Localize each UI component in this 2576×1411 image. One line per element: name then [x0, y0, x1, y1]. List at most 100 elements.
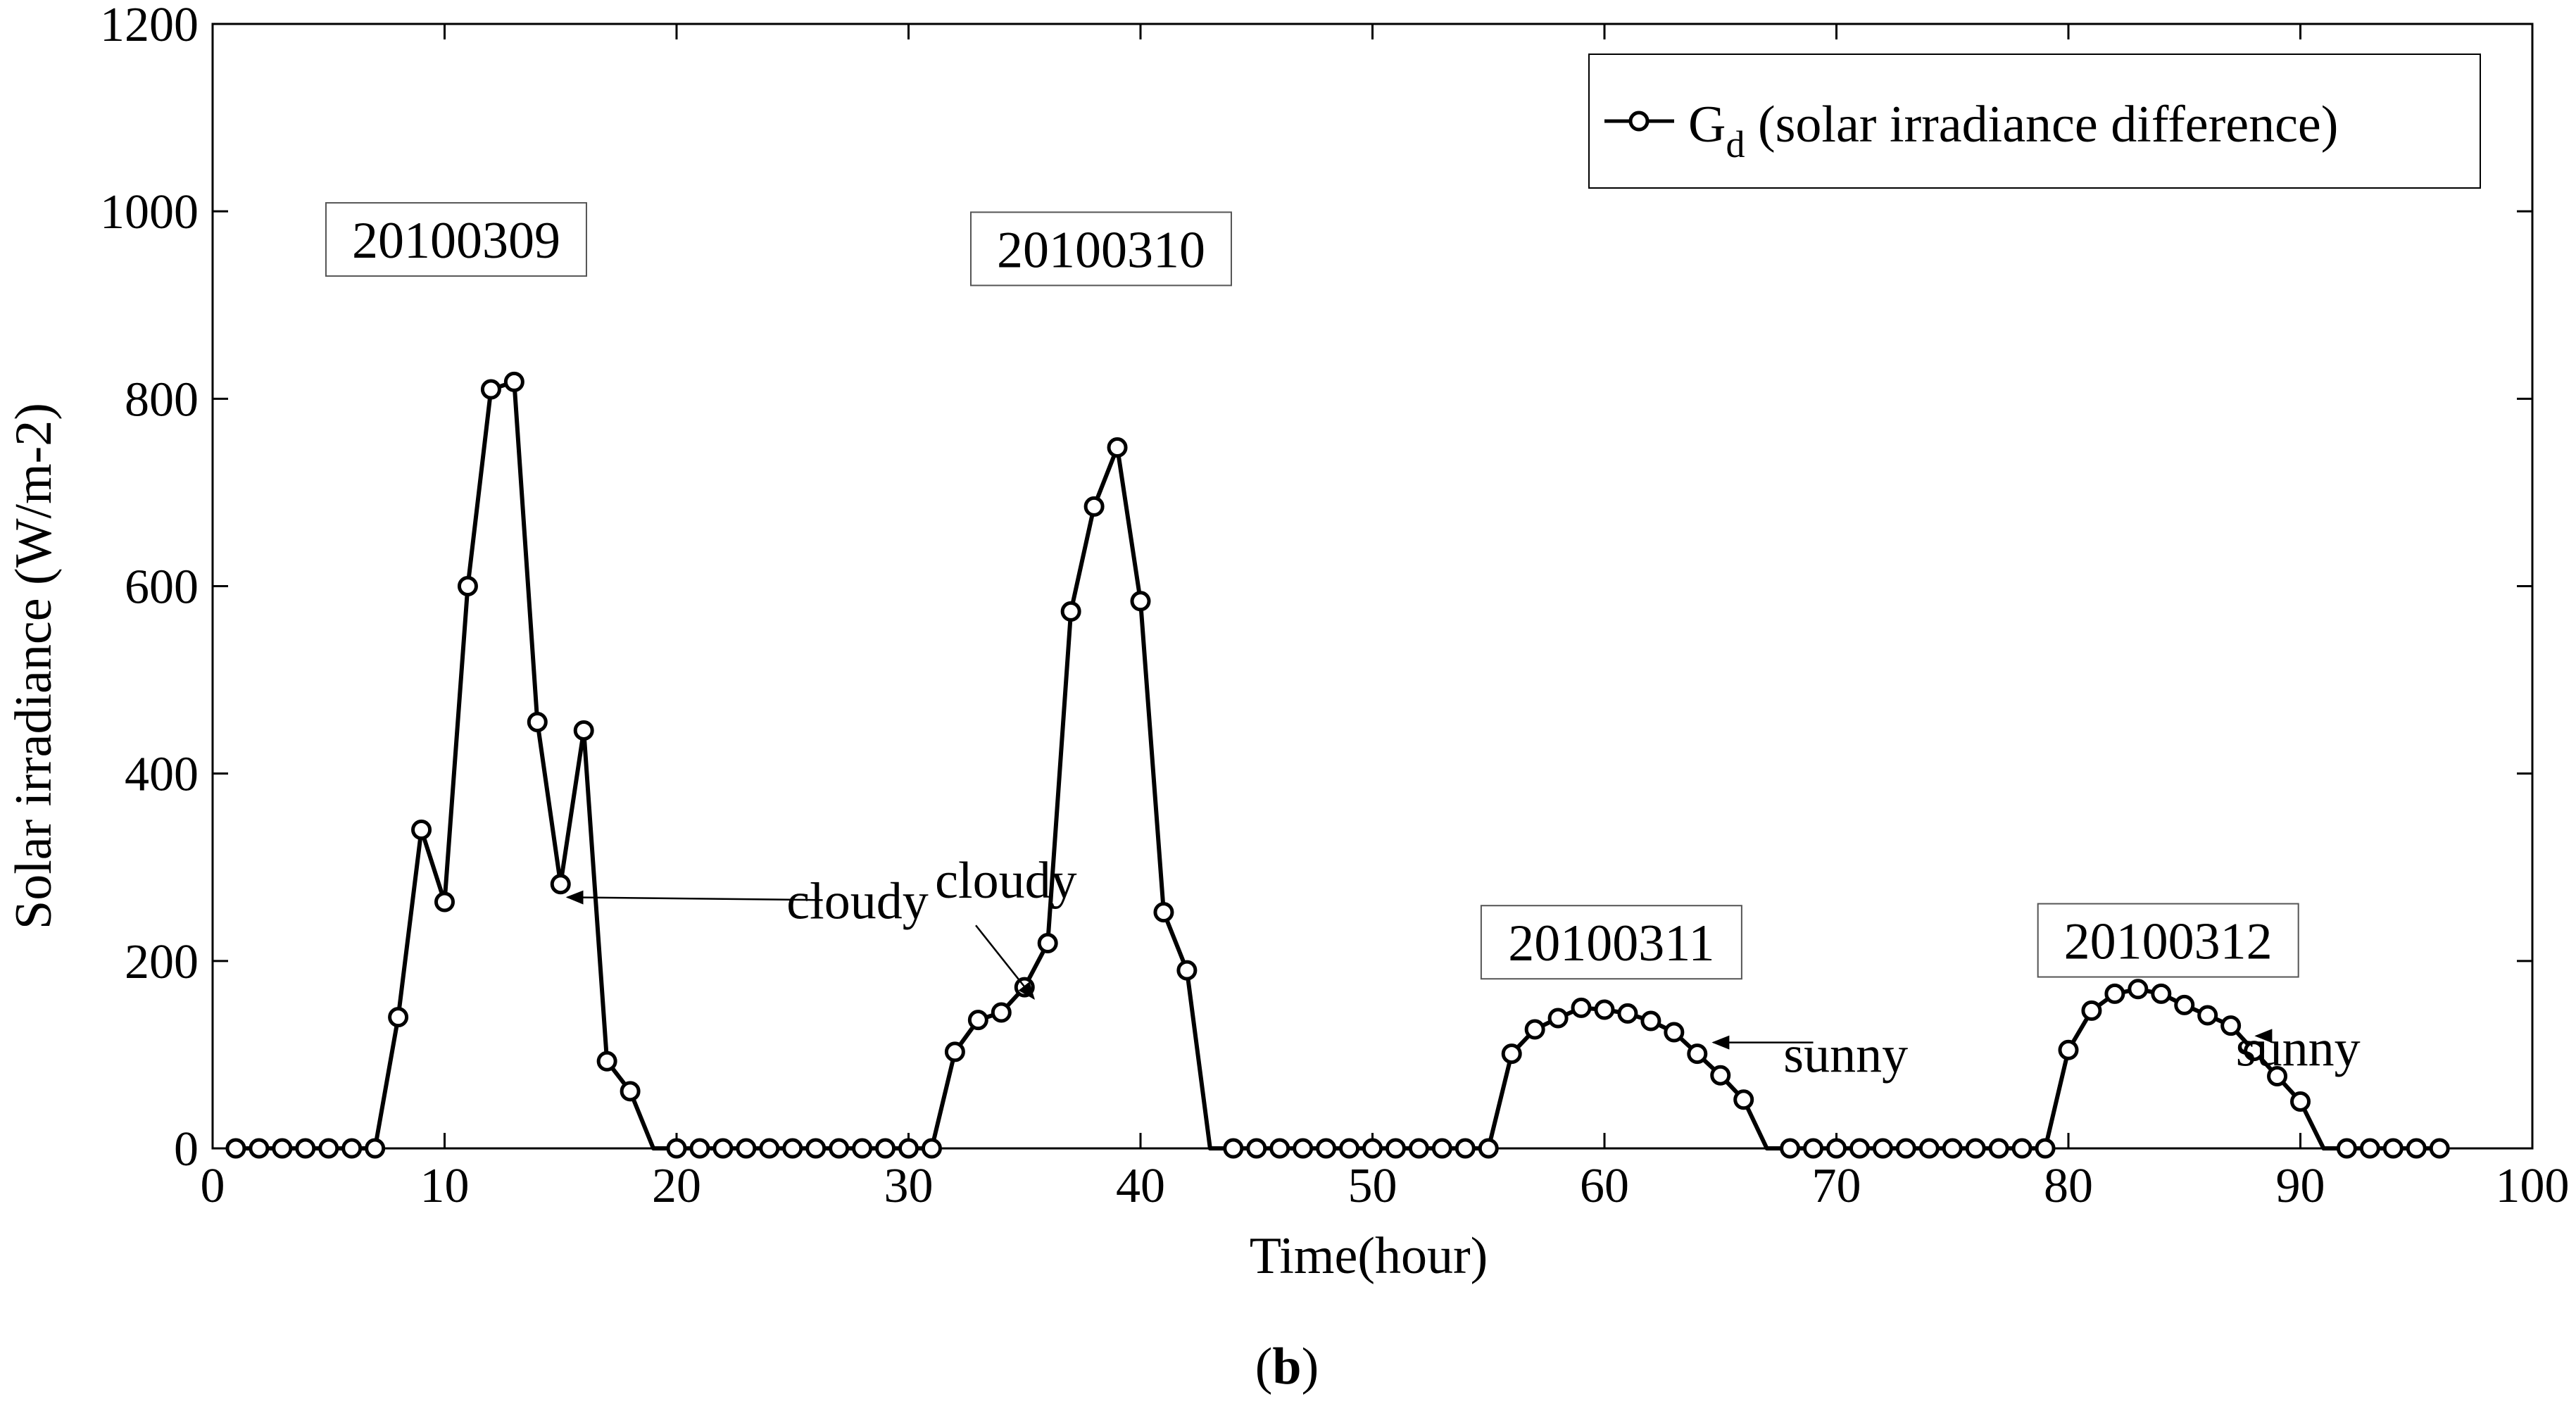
data-point [1130, 591, 1151, 612]
y-tick-label: 1000 [100, 185, 199, 239]
x-tick-label: 10 [420, 1159, 470, 1213]
data-point [318, 1138, 339, 1159]
annotation-label: cloudy [786, 872, 928, 930]
data-point [2081, 1000, 2102, 1021]
data-point [759, 1138, 780, 1159]
data-point [689, 1138, 710, 1159]
data-point [1455, 1138, 1476, 1159]
axis-tick-labels: 0 10 20 30 40 50 60 70 80 90 100020040060080010001… [100, 0, 2570, 1213]
annotation-label: sunny [2236, 1020, 2361, 1077]
data-point [620, 1081, 641, 1102]
data-point [1918, 1138, 1940, 1159]
data-point [829, 1138, 850, 1159]
data-point [341, 1138, 363, 1159]
data-point [2220, 1015, 2242, 1036]
data-point [1246, 1138, 1267, 1159]
data-point [666, 1138, 687, 1159]
data-point [2011, 1138, 2032, 1159]
data-point [1733, 1089, 1754, 1110]
date-label: 20100310 [997, 221, 1205, 279]
data-point [1316, 1138, 1337, 1159]
data-point [1408, 1138, 1429, 1159]
data-point [1269, 1138, 1290, 1159]
data-point [875, 1138, 896, 1159]
legend-entry: Gd (solar irradiance difference) [1688, 96, 2338, 165]
data-point [1501, 1043, 1522, 1065]
data-point [1385, 1138, 1406, 1159]
x-tick-label: 70 [1812, 1159, 1861, 1213]
data-point [1547, 1008, 1569, 1029]
data-point [2359, 1138, 2380, 1159]
data-point [1223, 1138, 1244, 1159]
data-point [712, 1138, 734, 1159]
x-tick-label: 60 [1580, 1159, 1629, 1213]
data-point [2244, 1041, 2265, 1062]
data-point [1780, 1138, 1801, 1159]
data-point [2174, 994, 2195, 1015]
data-point [527, 711, 548, 732]
y-axis-label: Solar irradiance (W/m-2) [5, 403, 63, 929]
data-point [457, 576, 478, 596]
y-tick-label: 400 [125, 748, 199, 802]
date-label-box [969, 211, 1232, 287]
data-point [1571, 997, 1592, 1018]
data-point [1362, 1138, 1383, 1159]
data-point [1176, 960, 1198, 981]
data-point [1431, 1138, 1452, 1159]
legend-rest: (solar irradiance difference) [1745, 96, 2338, 153]
data-point [503, 371, 524, 392]
panel-label-letter: b [1272, 1338, 1301, 1396]
data-point [944, 1041, 965, 1062]
x-tick-label: 30 [884, 1159, 934, 1213]
data-point [852, 1138, 873, 1159]
data-point [805, 1138, 827, 1159]
data-point [1965, 1138, 1986, 1159]
data-point [411, 820, 432, 841]
panel-label: (b) [1255, 1338, 1319, 1396]
data-point [249, 1138, 270, 1159]
legend-marker-sample [1628, 111, 1650, 132]
y-tick-label: 200 [125, 935, 199, 989]
data-point [480, 379, 501, 400]
data-point [736, 1138, 757, 1159]
data-point [1664, 1022, 1685, 1043]
data-point [898, 1138, 919, 1159]
data-point [1942, 1138, 1963, 1159]
data-point [2382, 1138, 2404, 1159]
data-point [1895, 1138, 1916, 1159]
data-point [1826, 1138, 1847, 1159]
series-layer [225, 371, 2450, 1159]
data-point [1037, 933, 1058, 954]
legend-subscript: d [1726, 123, 1745, 165]
data-point [550, 874, 571, 895]
date-label-box [1480, 905, 1742, 980]
x-axis-label: Time(hour) [1250, 1227, 1488, 1285]
x-tick-label: 90 [2276, 1159, 2325, 1213]
y-tick-label: 600 [125, 560, 199, 615]
data-point [1872, 1138, 1893, 1159]
data-point [1617, 1003, 1638, 1024]
x-tick-label: 40 [1116, 1159, 1165, 1213]
data-point [365, 1138, 386, 1159]
data-point [1153, 902, 1174, 923]
data-point [295, 1138, 316, 1159]
data-point [2058, 1039, 2079, 1060]
data-point [1478, 1138, 1499, 1159]
data-point [1988, 1138, 2009, 1159]
axis-ticks [211, 23, 2534, 1150]
date-label: 20100312 [2064, 913, 2273, 971]
data-point [782, 1138, 803, 1159]
date-label: 20100311 [1508, 915, 1714, 972]
data-point [1594, 999, 1615, 1020]
data-point [2336, 1138, 2357, 1159]
x-tick-label: 50 [1348, 1159, 1397, 1213]
data-point [596, 1051, 617, 1072]
legend: Gd (solar irradiance difference) [1588, 54, 2481, 189]
date-label-box [2037, 903, 2299, 978]
data-point [2035, 1138, 2056, 1159]
x-tick-label: 20 [652, 1159, 701, 1213]
data-point [2104, 983, 2125, 1004]
x-tick-label: 100 [2496, 1159, 2570, 1213]
data-point [2128, 979, 2149, 1000]
